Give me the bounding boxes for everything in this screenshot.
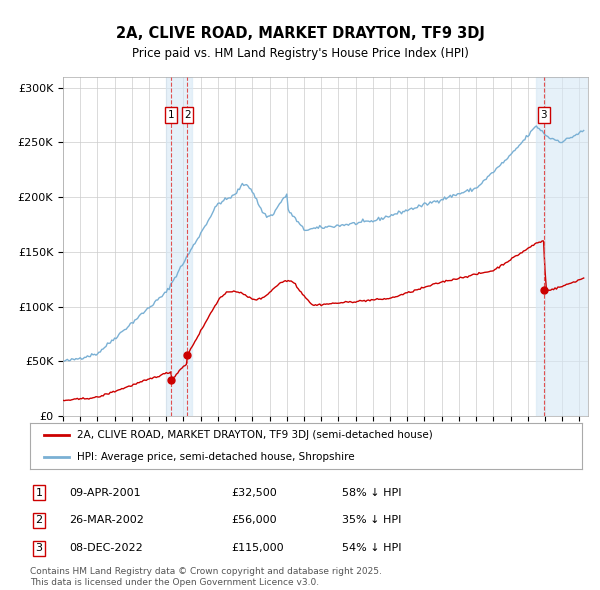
Text: 3: 3 xyxy=(541,110,547,120)
Text: This data is licensed under the Open Government Licence v3.0.: This data is licensed under the Open Gov… xyxy=(30,578,319,588)
Text: 2A, CLIVE ROAD, MARKET DRAYTON, TF9 3DJ (semi-detached house): 2A, CLIVE ROAD, MARKET DRAYTON, TF9 3DJ … xyxy=(77,431,433,441)
Text: HPI: Average price, semi-detached house, Shropshire: HPI: Average price, semi-detached house,… xyxy=(77,451,355,461)
Text: 54% ↓ HPI: 54% ↓ HPI xyxy=(342,543,401,553)
Text: 2A, CLIVE ROAD, MARKET DRAYTON, TF9 3DJ: 2A, CLIVE ROAD, MARKET DRAYTON, TF9 3DJ xyxy=(116,25,484,41)
Text: 58% ↓ HPI: 58% ↓ HPI xyxy=(342,488,401,497)
Text: 1: 1 xyxy=(167,110,174,120)
Text: £32,500: £32,500 xyxy=(231,488,277,497)
Text: £56,000: £56,000 xyxy=(231,516,277,525)
Bar xyxy=(536,77,588,416)
Text: £115,000: £115,000 xyxy=(231,543,284,553)
Text: 08-DEC-2022: 08-DEC-2022 xyxy=(69,543,143,553)
Text: 2: 2 xyxy=(35,516,43,525)
Text: 1: 1 xyxy=(35,488,43,497)
Text: 2: 2 xyxy=(184,110,191,120)
Text: 35% ↓ HPI: 35% ↓ HPI xyxy=(342,516,401,525)
Text: 3: 3 xyxy=(35,543,43,553)
Bar xyxy=(166,77,192,416)
Text: 26-MAR-2002: 26-MAR-2002 xyxy=(69,516,144,525)
Text: Price paid vs. HM Land Registry's House Price Index (HPI): Price paid vs. HM Land Registry's House … xyxy=(131,47,469,60)
Text: 09-APR-2001: 09-APR-2001 xyxy=(69,488,140,497)
Text: Contains HM Land Registry data © Crown copyright and database right 2025.: Contains HM Land Registry data © Crown c… xyxy=(30,566,382,576)
